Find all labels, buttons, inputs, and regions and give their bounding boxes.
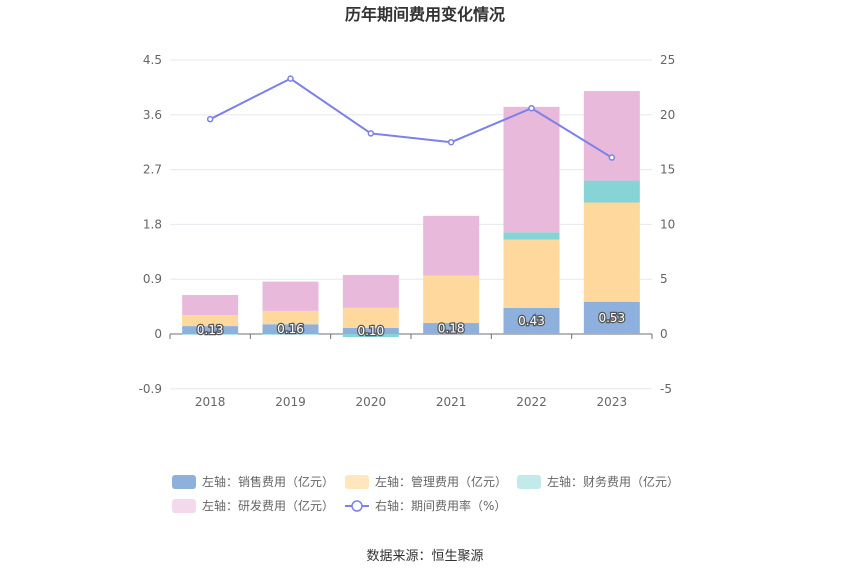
left-axis-tick-label: 1.8 xyxy=(143,217,162,231)
expense-rate-point xyxy=(608,154,616,161)
legend-rate: 右轴：期间费用率（%） xyxy=(345,498,506,513)
x-axis-tick-label: 2020 xyxy=(356,395,387,409)
rd-expense-bar xyxy=(503,106,560,233)
right-axis-tick-label: 20 xyxy=(660,108,675,122)
sales-data-label: 0.16 xyxy=(277,322,304,336)
source-note: 数据来源：恒生聚源 xyxy=(366,549,483,564)
left-axis-tick-label: 0 xyxy=(154,327,162,341)
sales-expense-bar xyxy=(583,301,640,334)
legend: 左轴：销售费用（亿元） 左轴：管理费用（亿元） 左轴：财务费用（亿元） 左轴：研发费用… xyxy=(172,474,679,513)
sales-data-label: 0.53 xyxy=(598,311,625,325)
expense-rate-point xyxy=(447,138,455,146)
right-axis-tick-label: 25 xyxy=(660,53,675,67)
sales-data-label: 0.10 xyxy=(357,324,384,338)
legend-sales: 左轴：销售费用（亿元） xyxy=(172,474,334,489)
legend-label: 右轴：期间费用率（%） xyxy=(375,498,506,513)
sales-expense-bar xyxy=(182,326,239,334)
legend-swatch xyxy=(172,499,196,513)
left-axis-tick-label: 0.9 xyxy=(143,272,162,286)
expense-rate-point xyxy=(367,130,375,137)
finance-expense-bar xyxy=(583,180,640,203)
right-axis-tick-label: 0 xyxy=(660,327,668,341)
rd-expense-bar xyxy=(342,274,399,308)
admin-expense-bar xyxy=(503,239,560,308)
legend-swatch xyxy=(345,475,369,489)
legend-swatch xyxy=(517,475,541,489)
sales-expense-bar xyxy=(503,307,560,334)
right-axis-tick-label: -5 xyxy=(660,382,672,396)
chart-title: 历年期间费用变化情况 xyxy=(345,5,505,24)
legend-swatch xyxy=(172,475,196,489)
expense-rate-point xyxy=(287,75,294,82)
sales-expense-bar xyxy=(262,324,319,334)
grid-lines xyxy=(170,59,652,390)
bar-series xyxy=(182,91,640,338)
left-axis-tick-label: 4.5 xyxy=(143,53,162,67)
left-axis-tick-label: 3.6 xyxy=(143,108,162,122)
legend-marker xyxy=(351,500,363,512)
legend-rd: 左轴：研发费用（亿元） xyxy=(172,498,334,513)
line-series xyxy=(206,75,616,161)
admin-expense-bar xyxy=(342,307,399,328)
right-axis-tick-label: 10 xyxy=(660,217,675,231)
x-axis-tick-label: 2022 xyxy=(516,395,547,409)
admin-expense-bar xyxy=(583,202,640,302)
rd-expense-bar xyxy=(182,295,239,316)
rd-expense-bar xyxy=(262,281,319,311)
expense-rate-point xyxy=(206,115,214,123)
admin-expense-bar xyxy=(423,275,480,324)
legend-admin: 左轴：管理费用（亿元） xyxy=(345,474,507,489)
sales-data-label: 0.43 xyxy=(518,314,545,328)
finance-expense-bar xyxy=(262,334,319,335)
sales-data-label: 0.18 xyxy=(438,322,465,336)
axes: -0.9 -5 0 0 0.9 5 1.8 10 2.7 15 3.6 20 4.5 25 2018 2019… xyxy=(139,53,676,409)
rd-expense-bar xyxy=(583,91,640,181)
right-axis-tick-label: 15 xyxy=(660,163,675,177)
legend-label: 左轴：研发费用（亿元） xyxy=(202,498,334,513)
legend-label: 左轴：管理费用（亿元） xyxy=(375,474,507,489)
rd-expense-bar xyxy=(423,215,480,276)
finance-expense-bar xyxy=(182,334,239,335)
data-labels: 0.13 0.16 0.10 0.18 0.43 0.53 xyxy=(196,310,627,340)
legend-finance: 左轴：财务费用（亿元） xyxy=(517,474,679,489)
sales-expense-bar xyxy=(423,323,480,334)
x-axis-tick-label: 2019 xyxy=(275,395,306,409)
legend-label: 左轴：销售费用（亿元） xyxy=(202,474,334,489)
left-axis-tick-label: 2.7 xyxy=(143,163,162,177)
finance-expense-bar xyxy=(503,232,560,240)
x-axis-tick-label: 2023 xyxy=(597,395,628,409)
x-axis-tick-label: 2018 xyxy=(195,395,226,409)
legend-label: 左轴：财务费用（亿元） xyxy=(547,474,679,489)
expense-rate-point xyxy=(528,104,535,112)
admin-expense-bar xyxy=(182,315,239,327)
left-axis-tick-label: -0.9 xyxy=(139,382,162,396)
right-axis-tick-label: 5 xyxy=(660,272,668,286)
sales-expense-bar xyxy=(342,327,399,334)
x-axis-tick-label: 2021 xyxy=(436,395,467,409)
expense-rate-line xyxy=(209,77,613,159)
admin-expense-bar xyxy=(262,310,319,325)
finance-expense-bar xyxy=(342,334,399,338)
sales-data-label: 0.13 xyxy=(197,323,224,337)
